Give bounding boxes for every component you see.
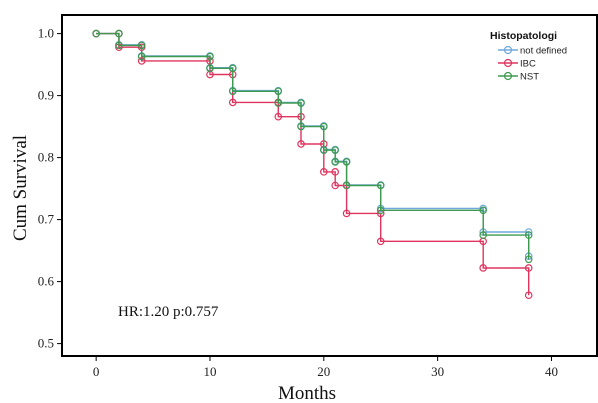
series-point-ibc bbox=[331, 168, 339, 176]
series-point-ibc bbox=[342, 209, 351, 218]
legend-swatch-marker-not-defined bbox=[503, 45, 513, 55]
legend-items: not defined IBC NST bbox=[498, 46, 567, 83]
series-point-ibc bbox=[524, 264, 533, 272]
legend-title: Histopatologi bbox=[490, 30, 557, 42]
x-axis-title: Months bbox=[278, 383, 336, 403]
series-point-ibc bbox=[479, 264, 487, 272]
series-point-nst bbox=[331, 158, 339, 166]
series-point-nst bbox=[331, 146, 339, 154]
series-point-nst bbox=[206, 52, 214, 61]
series-point-ibc bbox=[376, 237, 385, 246]
series-point-nst bbox=[376, 181, 385, 190]
series-point-nst bbox=[274, 87, 283, 96]
y-axis-title: Cum Survival bbox=[10, 135, 31, 241]
series-line-not-defined bbox=[96, 32, 530, 257]
series-point-ibc bbox=[331, 181, 339, 190]
series-point-nst bbox=[320, 122, 328, 131]
series-point-nst bbox=[228, 64, 237, 73]
legend-swatch-marker-ibc bbox=[503, 58, 513, 68]
series-line-nst bbox=[96, 32, 530, 260]
y-tick-label: 0.9 bbox=[38, 88, 54, 103]
series-point-nst bbox=[376, 206, 385, 215]
series-point-nst bbox=[524, 255, 533, 264]
series-point-nst bbox=[137, 41, 146, 50]
series-point-nst bbox=[137, 52, 146, 61]
series-point-nst bbox=[297, 99, 305, 107]
x-tick-label: 20 bbox=[317, 364, 330, 379]
x-tick-label: 40 bbox=[545, 364, 558, 379]
annotation-hr: HR:1.20 p:0.757 bbox=[118, 304, 219, 320]
axes-layer: 0 10 20 30 40 0.5 0.6 0.7 0.8 0.9 1.0 bbox=[38, 26, 558, 379]
series-layer bbox=[92, 29, 533, 300]
series-point-nst bbox=[342, 158, 351, 166]
y-tick-label: 0.5 bbox=[38, 336, 54, 351]
series-point-nst bbox=[92, 29, 100, 38]
series-point-nst bbox=[479, 206, 487, 215]
series-point-nst bbox=[297, 122, 305, 131]
series-point-nst bbox=[479, 231, 487, 239]
x-tick-label: 30 bbox=[431, 364, 444, 379]
series-point-ibc bbox=[524, 291, 533, 300]
y-tick-label: 0.8 bbox=[38, 150, 54, 165]
legend-label-not-defined: not defined bbox=[520, 46, 567, 57]
series-point-nst bbox=[228, 87, 237, 96]
series-point-nst bbox=[524, 231, 533, 239]
series-point-nst bbox=[115, 29, 123, 38]
series-point-ibc bbox=[297, 140, 305, 148]
legend-label-nst: NST bbox=[520, 72, 539, 83]
series-point-nst bbox=[274, 99, 283, 107]
legend: Histopatologi not defined IBC NST bbox=[490, 30, 567, 83]
plot-frame bbox=[61, 14, 598, 357]
legend-label-ibc: IBC bbox=[520, 59, 536, 70]
series-point-nst bbox=[342, 181, 351, 190]
y-tick-label: 0.6 bbox=[38, 274, 55, 289]
y-tick-label: 1.0 bbox=[38, 26, 54, 41]
x-tick-label: 10 bbox=[203, 364, 216, 379]
series-point-nst bbox=[206, 64, 214, 73]
series-point-nst bbox=[115, 41, 123, 50]
series-point-nst bbox=[320, 146, 328, 154]
series-point-ibc bbox=[320, 168, 328, 176]
series-point-ibc bbox=[228, 98, 237, 107]
x-tick-label: 0 bbox=[93, 364, 100, 379]
series-point-ibc bbox=[274, 112, 283, 121]
series-point-ibc bbox=[137, 57, 146, 65]
series-line-ibc bbox=[96, 32, 530, 296]
y-tick-label: 0.7 bbox=[38, 212, 55, 227]
legend-swatch-marker-nst bbox=[503, 71, 513, 81]
